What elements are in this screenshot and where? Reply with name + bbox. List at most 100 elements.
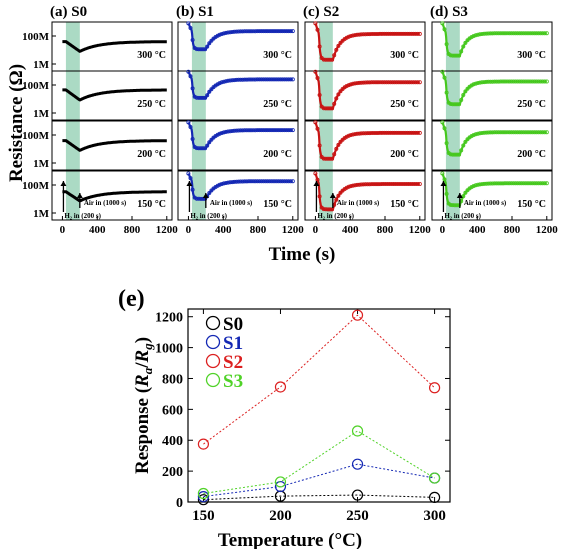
data-point xyxy=(380,31,385,36)
data-point xyxy=(263,29,268,34)
subplot-frame xyxy=(431,170,553,221)
data-point xyxy=(188,125,193,130)
subplot-frame xyxy=(51,120,173,171)
data-point xyxy=(325,207,330,212)
data-point xyxy=(507,79,512,84)
data-point xyxy=(246,128,251,133)
data-point xyxy=(313,21,318,26)
data-point xyxy=(209,137,214,142)
data-point xyxy=(269,179,274,184)
data-point xyxy=(415,130,420,135)
data-point xyxy=(286,179,291,184)
data-point xyxy=(452,203,457,208)
data-point xyxy=(480,32,485,37)
subplot-S3-row-0: 300 °C xyxy=(431,21,553,72)
data-point xyxy=(375,182,380,187)
data-point xyxy=(375,80,380,85)
panel-label: (b) S1 xyxy=(176,4,214,20)
data-point xyxy=(490,130,495,135)
data-point xyxy=(480,130,485,135)
data-point xyxy=(276,77,281,82)
data-point xyxy=(198,95,203,100)
data-point xyxy=(415,80,420,85)
data-point xyxy=(519,31,524,36)
data-point xyxy=(265,179,270,184)
data-point xyxy=(325,106,330,111)
data-point xyxy=(452,152,457,157)
data-point xyxy=(482,80,487,85)
data-point xyxy=(240,179,245,184)
data-point xyxy=(536,181,541,186)
subplot-S2-row-0: 300 °C xyxy=(304,21,426,72)
data-point xyxy=(490,31,495,36)
data-point xyxy=(242,179,247,184)
data-point xyxy=(267,29,272,34)
data-point xyxy=(378,80,383,85)
data-point xyxy=(327,57,332,62)
data-point xyxy=(401,31,406,36)
data-point xyxy=(217,182,222,187)
data-point xyxy=(232,128,237,133)
data-point xyxy=(230,29,235,34)
data-point xyxy=(521,130,526,135)
data-point xyxy=(232,179,237,184)
data-point xyxy=(538,130,543,135)
data-point xyxy=(215,132,220,137)
data-point xyxy=(396,181,401,186)
data-point xyxy=(530,31,535,36)
data-point xyxy=(350,81,355,86)
h2-exposure-band xyxy=(445,71,460,120)
data-point xyxy=(484,130,489,135)
data-point xyxy=(390,31,395,36)
data-point xyxy=(221,130,226,135)
data-point xyxy=(280,29,285,34)
data-point xyxy=(238,29,243,34)
y-tick-label: 200 xyxy=(162,465,183,480)
data-point xyxy=(344,134,349,139)
data-point xyxy=(288,77,293,82)
data-point xyxy=(353,33,358,38)
data-point xyxy=(207,190,212,195)
data-point xyxy=(255,77,260,82)
data-point xyxy=(411,181,416,186)
y-tick-label: 100M xyxy=(22,130,50,142)
data-point xyxy=(321,207,326,212)
data-point xyxy=(382,130,387,135)
data-point xyxy=(509,130,514,135)
data-point xyxy=(350,183,355,188)
data-point xyxy=(348,82,353,87)
data-point xyxy=(255,179,260,184)
data-point xyxy=(500,130,505,135)
data-point xyxy=(471,34,476,39)
temperature-label: 250 °C xyxy=(517,99,546,110)
panel-label: (c) S2 xyxy=(303,4,339,20)
data-point xyxy=(409,31,414,36)
data-point xyxy=(371,80,376,85)
data-point xyxy=(488,79,493,84)
data-point xyxy=(442,177,447,182)
data-point xyxy=(532,130,537,135)
data-point-S3-200 xyxy=(274,476,287,488)
data-point xyxy=(494,31,499,36)
subplot-S1-row-2: 200 °C xyxy=(177,120,299,171)
data-point xyxy=(290,77,295,82)
data-point xyxy=(517,31,522,36)
data-point xyxy=(338,40,343,45)
data-point xyxy=(346,34,351,39)
data-point xyxy=(413,181,418,186)
data-point xyxy=(459,148,464,153)
data-point xyxy=(244,179,249,184)
x-tick-label: 800 xyxy=(250,224,267,236)
panel-S3: (d) S3 300 °C 250 °C 200 °C 150 °C H₂ in (200… xyxy=(430,4,558,236)
data-point xyxy=(405,181,410,186)
data-point xyxy=(413,31,418,36)
x-tick-label: 0 xyxy=(60,224,66,236)
x-tick-label: 300 xyxy=(423,508,446,524)
data-point xyxy=(205,44,210,49)
data-point xyxy=(317,194,322,199)
data-point xyxy=(280,128,285,133)
data-point xyxy=(396,31,401,36)
data-point xyxy=(344,35,349,40)
data-point xyxy=(186,120,191,125)
data-point xyxy=(290,128,295,133)
